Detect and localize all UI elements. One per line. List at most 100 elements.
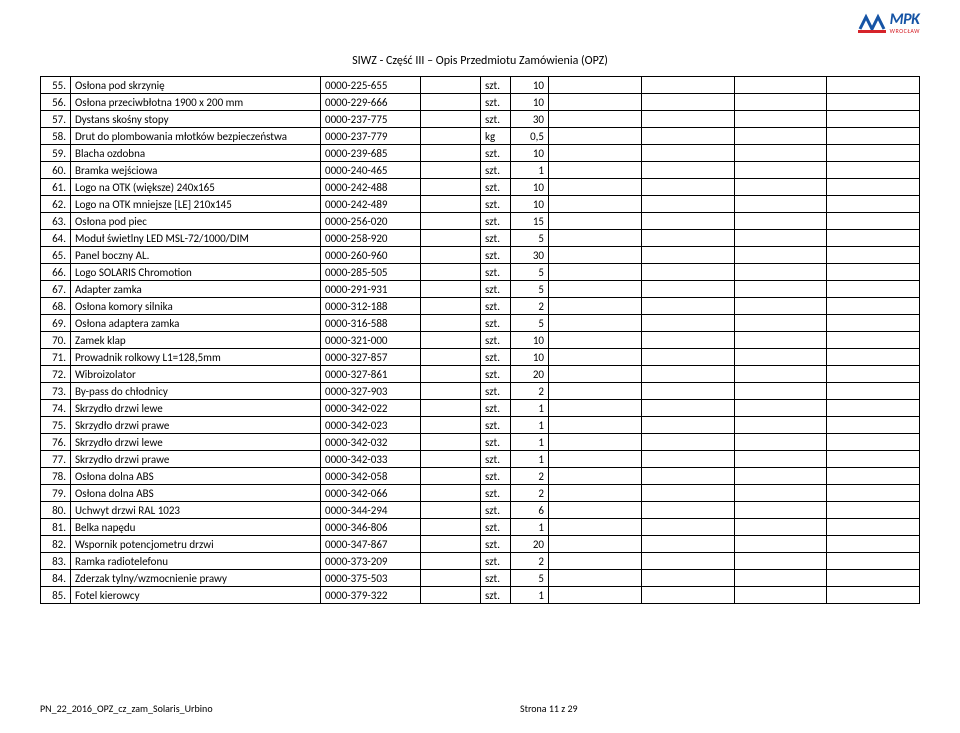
empty-cell	[641, 417, 734, 434]
empty-cell	[421, 366, 481, 383]
empty-cell	[734, 179, 827, 196]
part-name: Drut do plombowania młotków bezpieczeńst…	[71, 128, 321, 145]
empty-cell	[734, 145, 827, 162]
unit: szt.	[481, 179, 511, 196]
quantity: 2	[511, 383, 549, 400]
empty-cell	[549, 298, 642, 315]
empty-cell	[734, 587, 827, 604]
empty-cell	[549, 179, 642, 196]
empty-cell	[549, 383, 642, 400]
quantity: 2	[511, 468, 549, 485]
empty-cell	[421, 417, 481, 434]
part-name: Skrzydło drzwi lewe	[71, 434, 321, 451]
part-name: Blacha ozdobna	[71, 145, 321, 162]
part-name: Panel boczny AL.	[71, 247, 321, 264]
empty-cell	[734, 77, 827, 94]
part-name: Wspornik potencjometru drzwi	[71, 536, 321, 553]
row-number: 70.	[41, 332, 71, 349]
row-number: 58.	[41, 128, 71, 145]
quantity: 5	[511, 315, 549, 332]
empty-cell	[421, 281, 481, 298]
row-number: 72.	[41, 366, 71, 383]
empty-cell	[734, 230, 827, 247]
empty-cell	[549, 570, 642, 587]
empty-cell	[641, 196, 734, 213]
part-code: 0000-242-488	[321, 179, 421, 196]
table-row: 82.Wspornik potencjometru drzwi0000-347-…	[41, 536, 920, 553]
empty-cell	[827, 366, 920, 383]
part-code: 0000-327-861	[321, 366, 421, 383]
empty-cell	[734, 451, 827, 468]
unit: szt.	[481, 145, 511, 162]
empty-cell	[827, 196, 920, 213]
table-row: 76.Skrzydło drzwi lewe0000-342-032szt.1	[41, 434, 920, 451]
quantity: 10	[511, 179, 549, 196]
row-number: 74.	[41, 400, 71, 417]
unit: szt.	[481, 417, 511, 434]
row-number: 84.	[41, 570, 71, 587]
row-number: 71.	[41, 349, 71, 366]
part-code: 0000-237-775	[321, 111, 421, 128]
empty-cell	[421, 196, 481, 213]
empty-cell	[734, 468, 827, 485]
empty-cell	[827, 111, 920, 128]
row-number: 56.	[41, 94, 71, 111]
quantity: 10	[511, 196, 549, 213]
empty-cell	[641, 145, 734, 162]
empty-cell	[421, 553, 481, 570]
empty-cell	[549, 77, 642, 94]
empty-cell	[421, 519, 481, 536]
part-code: 0000-258-920	[321, 230, 421, 247]
empty-cell	[641, 400, 734, 417]
table-row: 63.Osłona pod piec0000-256-020szt.15	[41, 213, 920, 230]
unit: kg	[481, 128, 511, 145]
empty-cell	[734, 536, 827, 553]
unit: szt.	[481, 485, 511, 502]
empty-cell	[421, 400, 481, 417]
part-code: 0000-256-020	[321, 213, 421, 230]
logo-icon	[858, 11, 886, 35]
empty-cell	[734, 94, 827, 111]
unit: szt.	[481, 366, 511, 383]
part-name: Osłona przeciwbłotna 1900 x 200 mm	[71, 94, 321, 111]
empty-cell	[641, 162, 734, 179]
part-code: 0000-347-867	[321, 536, 421, 553]
unit: szt.	[481, 451, 511, 468]
part-code: 0000-327-903	[321, 383, 421, 400]
table-row: 67.Adapter zamka0000-291-931szt.5	[41, 281, 920, 298]
part-name: Zamek klap	[71, 332, 321, 349]
quantity: 10	[511, 94, 549, 111]
empty-cell	[421, 230, 481, 247]
part-name: Skrzydło drzwi prawe	[71, 417, 321, 434]
empty-cell	[827, 400, 920, 417]
part-name: Bramka wejściowa	[71, 162, 321, 179]
empty-cell	[549, 519, 642, 536]
empty-cell	[421, 247, 481, 264]
unit: szt.	[481, 315, 511, 332]
empty-cell	[641, 502, 734, 519]
part-name: By-pass do chłodnicy	[71, 383, 321, 400]
quantity: 1	[511, 434, 549, 451]
part-name: Zderzak tylny/wzmocnienie prawy	[71, 570, 321, 587]
table-row: 77.Skrzydło drzwi prawe0000-342-033szt.1	[41, 451, 920, 468]
quantity: 1	[511, 400, 549, 417]
page-footer: PN_22_2016_OPZ_cz_zam_Solaris_Urbino Str…	[40, 702, 920, 715]
table-row: 71.Prowadnik rolkowy L1=128,5mm0000-327-…	[41, 349, 920, 366]
empty-cell	[827, 468, 920, 485]
empty-cell	[421, 536, 481, 553]
empty-cell	[734, 485, 827, 502]
empty-cell	[421, 587, 481, 604]
unit: szt.	[481, 502, 511, 519]
empty-cell	[421, 264, 481, 281]
quantity: 1	[511, 162, 549, 179]
footer-page-number: Strona 11 z 29	[440, 702, 920, 715]
empty-cell	[827, 553, 920, 570]
empty-cell	[421, 451, 481, 468]
quantity: 2	[511, 298, 549, 315]
empty-cell	[549, 553, 642, 570]
row-number: 62.	[41, 196, 71, 213]
empty-cell	[641, 553, 734, 570]
unit: szt.	[481, 519, 511, 536]
empty-cell	[641, 111, 734, 128]
part-code: 0000-344-294	[321, 502, 421, 519]
